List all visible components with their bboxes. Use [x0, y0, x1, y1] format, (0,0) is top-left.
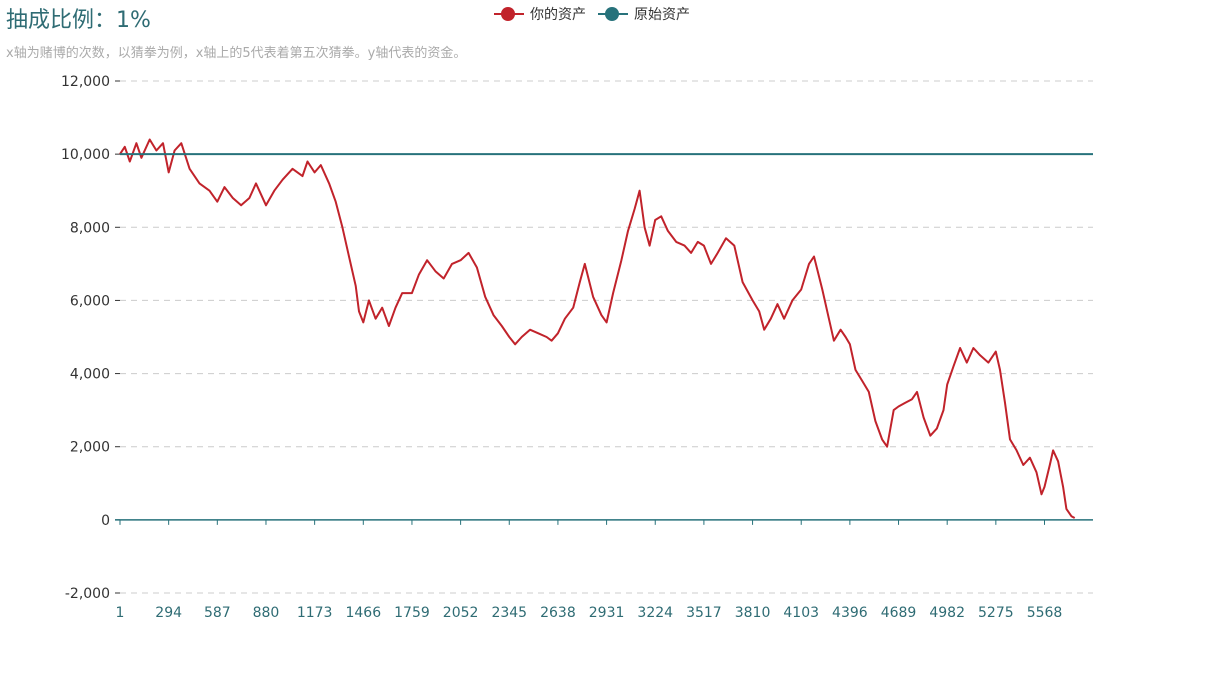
x-tick-label: 1466 [345, 605, 381, 621]
legend-marker-icon [494, 7, 524, 21]
y-tick-label: -2,000 [65, 586, 110, 602]
x-tick-label: 3810 [735, 605, 771, 621]
x-tick-label: 5568 [1027, 605, 1063, 621]
x-tick-label: 3224 [637, 605, 673, 621]
x-tick-label: 2638 [540, 605, 576, 621]
y-tick-label: 8,000 [70, 220, 110, 236]
legend-item-original-assets[interactable]: 原始资产 [598, 4, 690, 24]
y-tick-label: 2,000 [70, 440, 110, 456]
x-tick-label: 880 [253, 605, 280, 621]
x-tick-label: 2931 [589, 605, 625, 621]
x-tick-label: 2345 [491, 605, 527, 621]
y-tick-label: 4,000 [70, 367, 110, 383]
chart-title: 抽成比例：1% [6, 8, 151, 33]
y-tick-label: 10,000 [61, 147, 110, 163]
chart-subtitle: x轴为赌博的次数，以猜拳为例，x轴上的5代表着第五次猜拳。y轴代表的资金。 [6, 46, 467, 61]
y-tick-label: 6,000 [70, 293, 110, 309]
x-tick-label: 4396 [832, 605, 868, 621]
x-tick-label: 1759 [394, 605, 430, 621]
x-tick-label: 4689 [881, 605, 917, 621]
x-tick-label: 5275 [978, 605, 1014, 621]
x-tick-label: 4982 [929, 605, 965, 621]
legend-marker-icon [598, 7, 628, 21]
x-tick-label: 4103 [783, 605, 819, 621]
y-tick-label: 0 [101, 513, 110, 529]
x-tick-label: 2052 [443, 605, 479, 621]
legend: 你的资产 原始资产 [494, 4, 702, 24]
series-line [119, 138, 1076, 519]
legend-label: 你的资产 [530, 7, 586, 23]
x-tick-label: 1173 [297, 605, 333, 621]
x-tick-label: 587 [204, 605, 231, 621]
legend-item-your-assets[interactable]: 你的资产 [494, 4, 586, 24]
y-tick-label: 12,000 [61, 74, 110, 90]
x-tick-label: 1 [116, 605, 125, 621]
x-tick-label: 3517 [686, 605, 722, 621]
legend-label: 原始资产 [634, 7, 690, 23]
x-tick-label: 294 [155, 605, 182, 621]
